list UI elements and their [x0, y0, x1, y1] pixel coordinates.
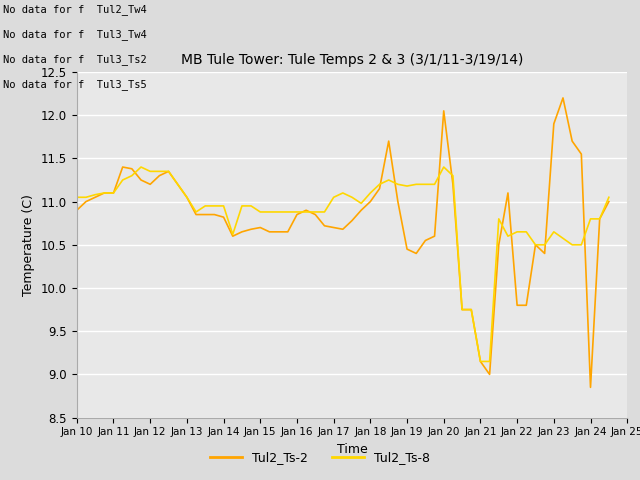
- Tul2_Ts-2: [73, 207, 81, 213]
- Tul2_Ts-8: [211, 203, 218, 209]
- Tul2_Ts-8: [73, 194, 81, 200]
- Tul2_Ts-8: [137, 164, 145, 170]
- Tul2_Ts-8: [431, 181, 438, 187]
- Tul2_Ts-2: [92, 194, 99, 200]
- Tul2_Ts-8: [202, 203, 209, 209]
- Tul2_Ts-2: [587, 384, 595, 390]
- Tul2_Ts-2: [211, 212, 218, 217]
- X-axis label: Time: Time: [337, 443, 367, 456]
- Line: Tul2_Ts-2: Tul2_Ts-2: [77, 98, 609, 387]
- Legend: Tul2_Ts-2, Tul2_Ts-8: Tul2_Ts-2, Tul2_Ts-8: [205, 446, 435, 469]
- Tul2_Ts-8: [605, 194, 612, 200]
- Tul2_Ts-8: [467, 307, 475, 312]
- Text: No data for f  Tul3_Tw4: No data for f Tul3_Tw4: [3, 29, 147, 40]
- Tul2_Ts-8: [532, 242, 540, 248]
- Title: MB Tule Tower: Tule Temps 2 & 3 (3/1/11-3/19/14): MB Tule Tower: Tule Temps 2 & 3 (3/1/11-…: [181, 53, 523, 67]
- Tul2_Ts-2: [605, 199, 612, 204]
- Text: No data for f  Tul3_Ts2: No data for f Tul3_Ts2: [3, 54, 147, 65]
- Tul2_Ts-2: [559, 95, 567, 101]
- Text: No data for f  Tul2_Tw4: No data for f Tul2_Tw4: [3, 4, 147, 15]
- Tul2_Ts-8: [477, 359, 484, 364]
- Y-axis label: Temperature (C): Temperature (C): [22, 194, 35, 296]
- Tul2_Ts-8: [587, 216, 595, 222]
- Tul2_Ts-2: [458, 307, 466, 312]
- Line: Tul2_Ts-8: Tul2_Ts-8: [77, 167, 609, 361]
- Tul2_Ts-2: [348, 218, 356, 224]
- Tul2_Ts-2: [128, 166, 136, 172]
- Tul2_Ts-2: [156, 173, 163, 179]
- Text: No data for f  Tul3_Ts5: No data for f Tul3_Ts5: [3, 79, 147, 90]
